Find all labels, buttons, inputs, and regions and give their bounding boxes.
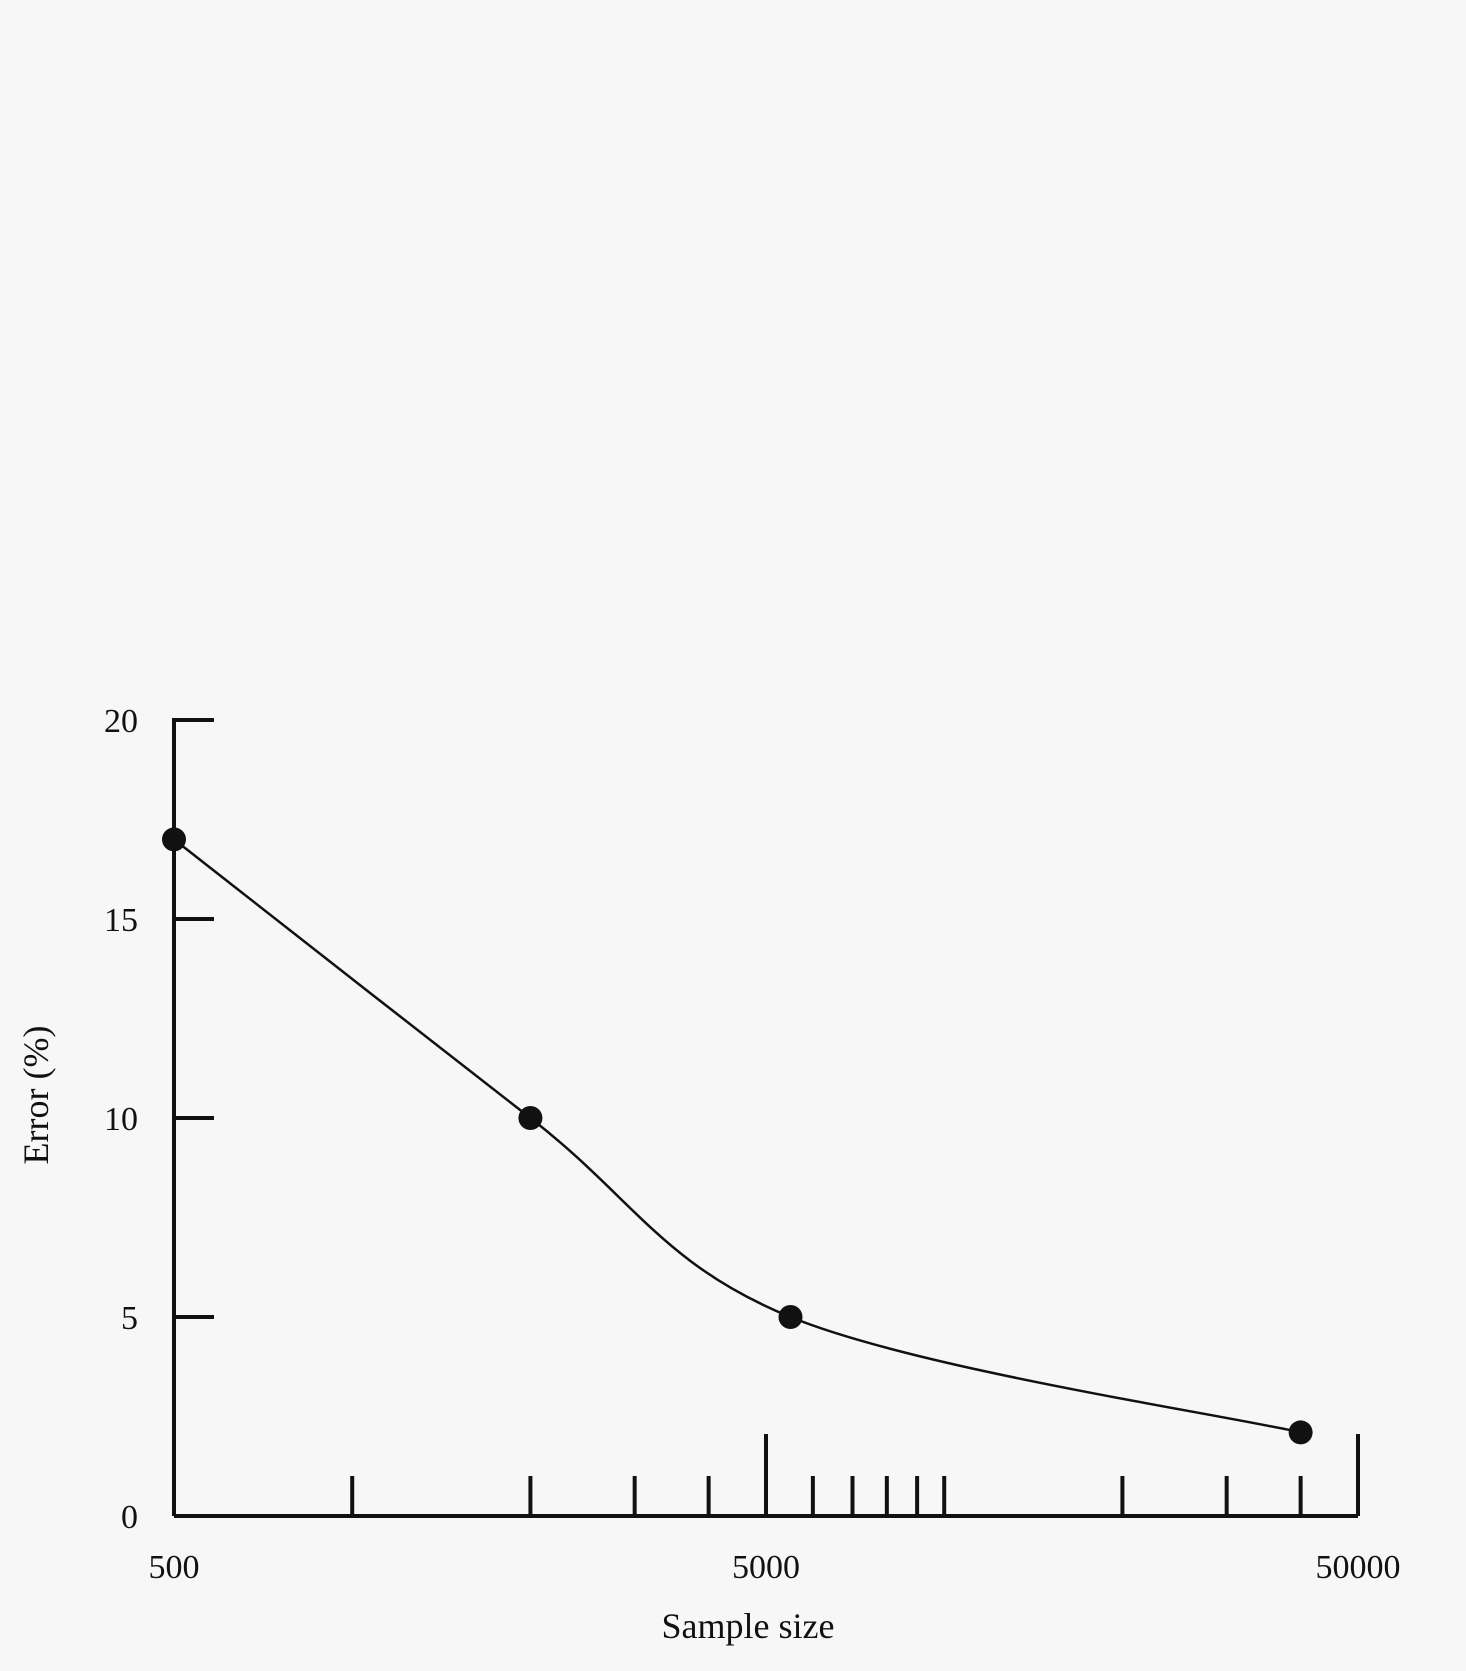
y-tick-label: 5 <box>121 1300 138 1337</box>
y-axis-ticks <box>172 718 214 1319</box>
x-axis-ticks <box>172 1434 1360 1516</box>
data-points <box>162 827 1313 1445</box>
x-tick-labels: 500 5000 50000 <box>149 1549 1401 1586</box>
y-axis-title: Error (%) <box>16 1026 56 1165</box>
x-tick-label: 5000 <box>732 1549 800 1586</box>
y-tick-label: 20 <box>104 703 138 740</box>
y-tick-label: 15 <box>104 902 138 939</box>
x-tick-label: 500 <box>149 1549 200 1586</box>
data-point <box>778 1305 803 1329</box>
x-tick-label: 50000 <box>1316 1549 1401 1586</box>
y-tick-labels: 0 5 10 15 20 <box>104 703 138 1536</box>
y-tick-label: 0 <box>121 1499 138 1536</box>
data-point <box>1288 1420 1313 1445</box>
x-axis-title: Sample size <box>662 1606 835 1646</box>
data-point <box>518 1106 543 1130</box>
series-line <box>173 838 1301 1434</box>
data-point <box>162 827 186 852</box>
y-tick-label: 10 <box>104 1101 138 1138</box>
